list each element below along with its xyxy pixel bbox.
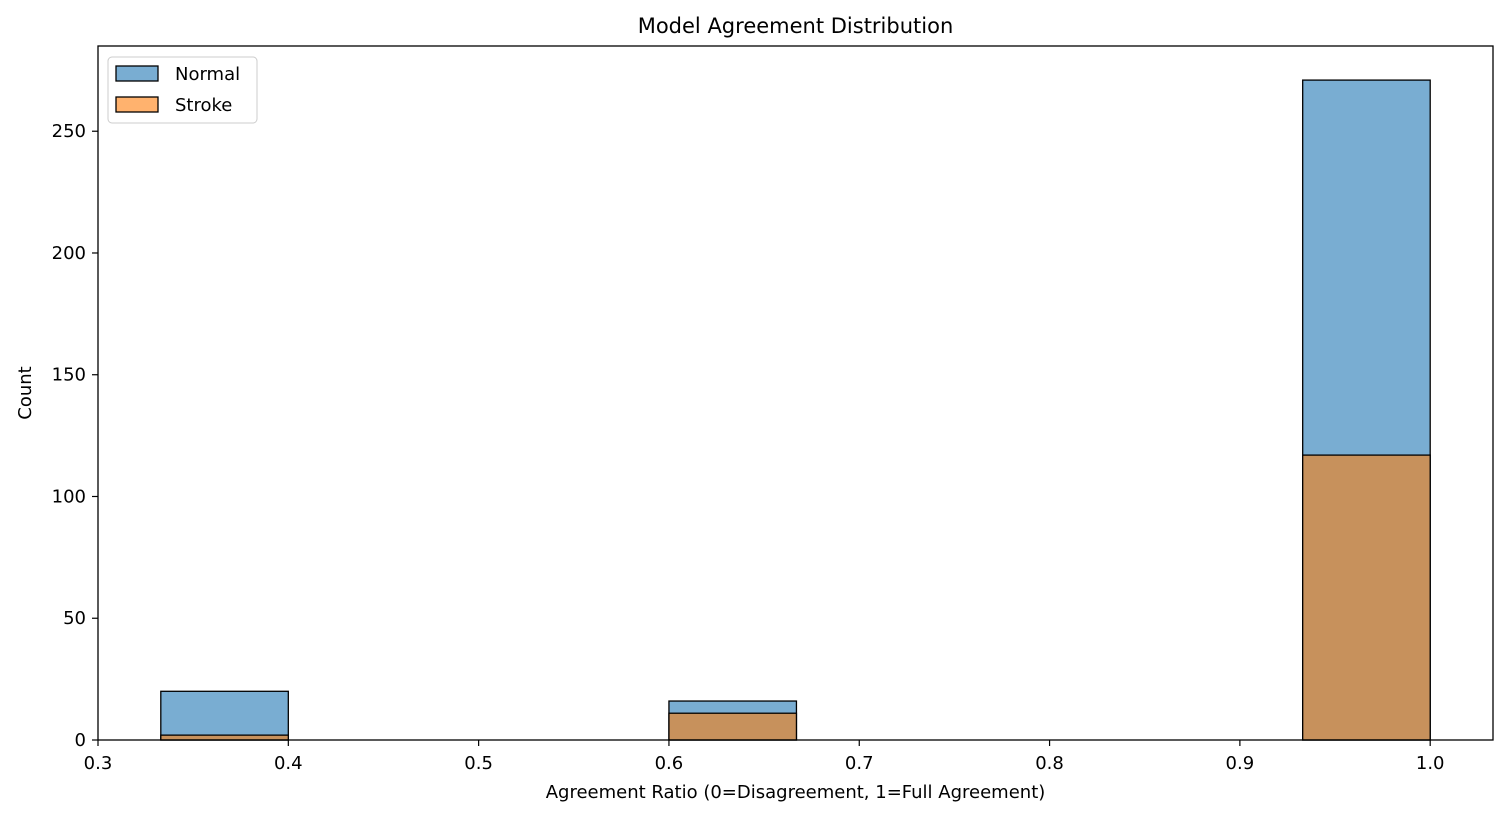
bars-group bbox=[160, 79, 1431, 741]
x-tick-label: 1.0 bbox=[1416, 753, 1445, 774]
y-tick-label: 150 bbox=[52, 365, 86, 386]
x-tick-label: 0.6 bbox=[655, 753, 684, 774]
y-axis-ticks: 0 50 100 150 200 250 bbox=[52, 121, 98, 751]
y-tick-label: 50 bbox=[63, 608, 86, 629]
x-tick-label: 0.9 bbox=[1226, 753, 1255, 774]
bar-stroke-0 bbox=[160, 734, 289, 741]
legend-swatch-stroke bbox=[115, 96, 159, 113]
y-axis-label: Count bbox=[15, 366, 36, 419]
x-tick-label: 0.3 bbox=[84, 753, 113, 774]
y-tick-label: 0 bbox=[75, 730, 86, 751]
bar-normal-0 bbox=[160, 690, 289, 741]
chart-title: Model Agreement Distribution bbox=[638, 14, 954, 38]
legend-swatch-normal bbox=[115, 65, 159, 82]
x-axis-label: Agreement Ratio (0=Disagreement, 1=Full … bbox=[546, 782, 1046, 803]
legend-label-stroke: Stroke bbox=[175, 95, 232, 116]
x-axis-ticks: 0.3 0.4 0.5 0.6 0.7 0.8 0.9 1.0 bbox=[84, 740, 1445, 774]
legend-label-normal: Normal bbox=[175, 64, 240, 85]
x-tick-label: 0.5 bbox=[464, 753, 493, 774]
bar-stroke-9 bbox=[1302, 454, 1431, 741]
x-tick-label: 0.8 bbox=[1035, 753, 1064, 774]
y-tick-label: 100 bbox=[52, 486, 86, 507]
legend: Normal Stroke bbox=[107, 56, 258, 124]
plot-frame bbox=[97, 45, 1494, 741]
x-tick-label: 0.7 bbox=[845, 753, 874, 774]
y-tick-label: 200 bbox=[52, 243, 86, 264]
bar-stroke-4 bbox=[668, 712, 798, 741]
y-tick-label: 250 bbox=[52, 121, 86, 142]
x-tick-label: 0.4 bbox=[274, 753, 303, 774]
